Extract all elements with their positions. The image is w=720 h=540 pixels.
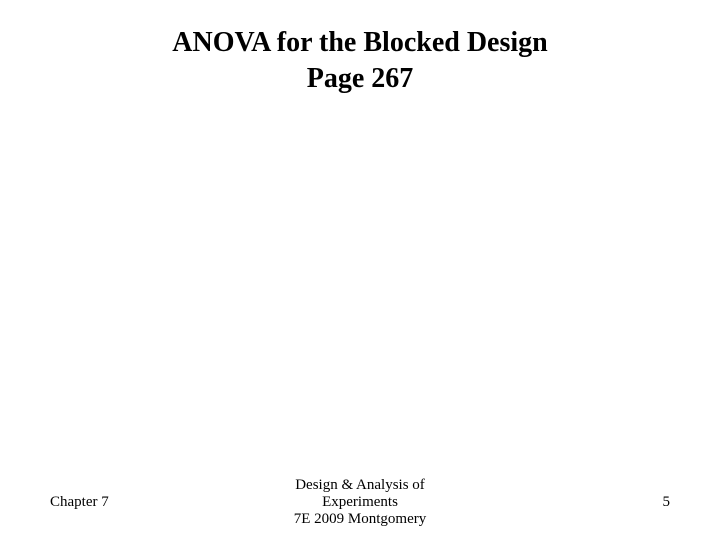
footer-attribution: Design & Analysis of Experiments 7E 2009…: [257, 477, 464, 528]
title-line-2: Page 267: [0, 61, 720, 97]
footer-page-number: 5: [463, 494, 670, 511]
footer-chapter: Chapter 7: [50, 494, 257, 511]
slide-title: ANOVA for the Blocked Design Page 267: [0, 25, 720, 98]
footer-attribution-line-1: Design & Analysis of Experiments: [257, 477, 464, 511]
footer-attribution-line-2: 7E 2009 Montgomery: [257, 511, 464, 528]
title-line-1: ANOVA for the Blocked Design: [0, 25, 720, 61]
slide-footer: Chapter 7 Design & Analysis of Experimen…: [0, 477, 720, 528]
